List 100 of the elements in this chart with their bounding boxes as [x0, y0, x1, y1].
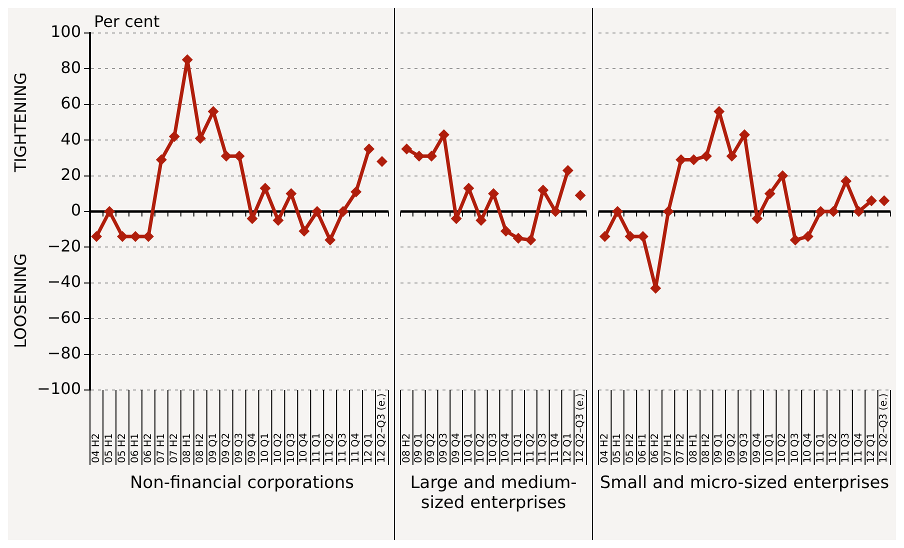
- point: [426, 150, 437, 162]
- point: [764, 188, 776, 200]
- y-tick-label: −40: [47, 272, 81, 292]
- point: [624, 230, 636, 242]
- point: [364, 144, 375, 155]
- point: [286, 188, 297, 200]
- point: [488, 188, 499, 200]
- y-tick-label: 40: [60, 129, 81, 148]
- point: [350, 186, 362, 198]
- point: [324, 234, 336, 246]
- x-tick-label: 09 Q2: [426, 432, 438, 463]
- point: [726, 150, 738, 162]
- point: [802, 230, 814, 242]
- x-tick-label: 09 Q2: [220, 432, 232, 463]
- x-tick-label: 09 Q1: [208, 432, 219, 463]
- y-tick-label: 0: [70, 200, 81, 220]
- point: [220, 150, 232, 162]
- x-tick-label: 07 H2: [676, 433, 687, 463]
- point: [156, 154, 167, 166]
- x-tick-label: 12 Q1: [364, 432, 375, 463]
- y-tick-label: −80: [47, 343, 81, 362]
- x-tick-label: 10 Q2: [777, 432, 788, 463]
- x-tick-label: 09 Q3: [739, 432, 750, 463]
- point: [562, 164, 574, 176]
- point: [298, 226, 310, 237]
- x-tick-label: 07 H1: [662, 433, 674, 463]
- x-tick-label: 10 Q1: [260, 432, 271, 463]
- x-tick-label: 12 Q2–Q3 (e.): [878, 393, 890, 463]
- x-tick-label: 07 H2: [168, 433, 180, 463]
- y-tick-label: 100: [50, 22, 81, 42]
- x-tick-label: 07 H1: [156, 433, 167, 463]
- x-tick-label: 11 Q1: [512, 432, 524, 463]
- y-tick-label: 80: [60, 58, 81, 77]
- x-tick-label: 09 Q2: [726, 432, 738, 463]
- x-axis-title: Large and medium-sized enterprises: [409, 473, 578, 513]
- y-tick-label: −20: [47, 236, 81, 256]
- x-tick-label: 10 Q4: [802, 432, 814, 463]
- x-tick-label: 04 H2: [599, 433, 610, 463]
- point: [104, 206, 115, 217]
- x-tick-label: 11 Q3: [538, 432, 549, 463]
- point: [790, 234, 801, 246]
- x-tick-label: 09 Q4: [752, 432, 763, 463]
- x-tick-label: 10 Q3: [488, 432, 500, 463]
- point: [312, 206, 323, 217]
- point: [414, 150, 425, 162]
- x-tick-label: 06 H2: [142, 433, 154, 463]
- point: [574, 190, 586, 201]
- x-tick-label: 12 Q1: [562, 432, 574, 463]
- x-tick-label: 10 Q2: [476, 432, 487, 463]
- x-tick-label: 10 Q3: [790, 432, 801, 463]
- point: [376, 156, 388, 168]
- point: [90, 230, 102, 242]
- x-tick-label: 08 H1: [182, 433, 193, 463]
- x-tick-label: 05 H2: [117, 433, 128, 463]
- point: [401, 144, 412, 155]
- x-tick-label: 09 Q4: [450, 432, 462, 463]
- x-tick-label: 12 Q1: [866, 432, 878, 463]
- point: [550, 206, 561, 217]
- point: [234, 150, 245, 162]
- y-tick-label: 20: [60, 164, 81, 184]
- point: [599, 230, 610, 242]
- x-tick-label: 05 H2: [624, 433, 636, 463]
- x-axis-title: Non-financial corporations: [128, 473, 356, 493]
- point: [700, 150, 712, 162]
- text: LOOSENING: [11, 253, 30, 348]
- point: [116, 230, 128, 242]
- y-tick-label: −60: [47, 308, 81, 327]
- point: [168, 131, 180, 142]
- x-tick-label: 06 H1: [638, 433, 649, 463]
- x-tick-label: 05 H1: [104, 433, 116, 463]
- x-tick-label: 09 Q3: [234, 432, 245, 463]
- point: [815, 206, 826, 217]
- x-tick-label: 11 Q1: [815, 432, 826, 463]
- x-tick-label: 11 Q2: [525, 432, 536, 463]
- x-tick-label: 08 H1: [688, 433, 700, 463]
- y-tick-label: −100: [37, 379, 81, 398]
- x-tick-label: 11 Q3: [840, 432, 852, 463]
- point: [208, 106, 219, 118]
- x-tick-label: 11 Q2: [324, 432, 336, 463]
- x-tick-label: 09 Q3: [438, 432, 450, 463]
- point: [538, 184, 549, 196]
- x-tick-label: 10 Q4: [298, 432, 310, 463]
- point: [777, 170, 788, 182]
- x-tick-label: 09 Q1: [714, 432, 725, 463]
- x-tick-label: 10 Q1: [764, 432, 776, 463]
- x-tick-label: 11 Q4: [350, 432, 362, 463]
- x-tick-label: 12 Q2–Q3 (e.): [574, 393, 586, 463]
- x-tick-label: 06 H1: [130, 433, 142, 463]
- x-tick-label: 08 H2: [194, 433, 206, 463]
- point: [525, 234, 536, 246]
- text: TIGHTENING: [11, 72, 30, 174]
- point: [612, 206, 624, 217]
- point: [866, 195, 877, 206]
- x-tick-label: 05 H1: [612, 433, 624, 463]
- point: [272, 214, 284, 226]
- x-tick-label: 12 Q2–Q3 (e.): [376, 393, 388, 463]
- point: [878, 195, 890, 206]
- x-tick-label: 11 Q2: [828, 432, 839, 463]
- x-tick-label: 10 Q4: [500, 432, 512, 463]
- x-tick-label: 11 Q3: [338, 432, 349, 463]
